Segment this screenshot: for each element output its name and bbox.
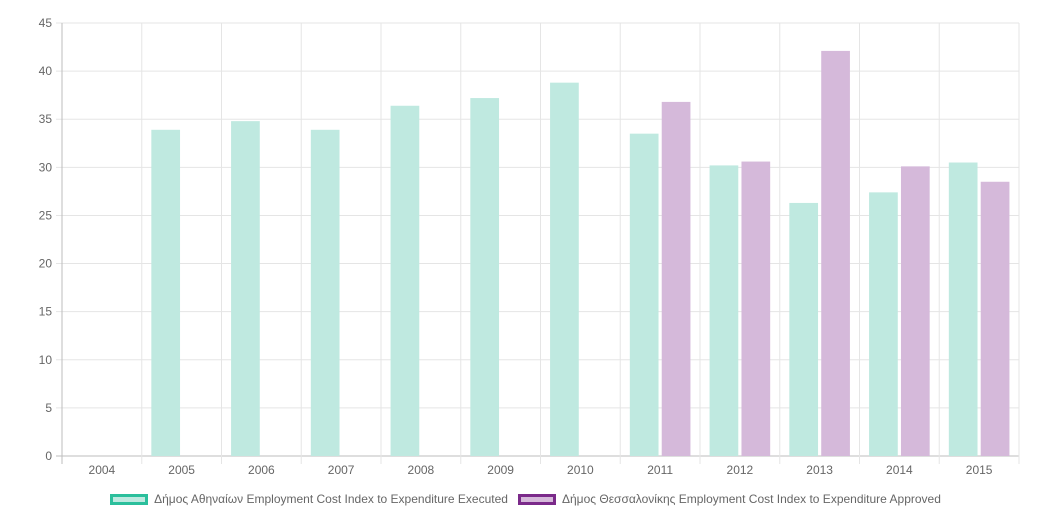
bar-athens[interactable] <box>709 165 739 457</box>
x-tick-label: 2004 <box>89 463 116 477</box>
x-tick-label: 2012 <box>727 463 754 477</box>
grid-lines <box>56 22 1020 464</box>
x-tick-label: 2009 <box>487 463 514 477</box>
bar-athens[interactable] <box>231 121 260 456</box>
y-tick-label: 25 <box>39 208 53 222</box>
bar-thessaloniki[interactable] <box>661 101 691 456</box>
legend-swatch-thessaloniki <box>517 493 556 505</box>
bar-athens[interactable] <box>869 192 898 456</box>
x-tick-label: 2006 <box>248 463 275 477</box>
x-tick-label: 2014 <box>886 463 913 477</box>
x-tick-label: 2007 <box>328 463 355 477</box>
bar-athens[interactable] <box>550 82 579 456</box>
bar-athens[interactable] <box>390 105 420 457</box>
bar-athens[interactable] <box>948 162 978 456</box>
bar-athens[interactable] <box>151 129 181 456</box>
y-tick-label: 20 <box>39 257 53 271</box>
legend-item-athens[interactable]: Δήμος Αθηναίων Employment Cost Index to … <box>110 492 508 506</box>
bar-thessaloniki[interactable] <box>900 166 930 457</box>
x-tick-label: 2015 <box>966 463 993 477</box>
y-tick-label: 30 <box>39 160 53 174</box>
legend: Δήμος Αθηναίων Employment Cost Index to … <box>0 489 1051 509</box>
y-tick-label: 10 <box>39 353 53 367</box>
y-tick-label: 0 <box>45 449 52 463</box>
x-tick-label: 2008 <box>408 463 435 477</box>
x-tick-label: 2013 <box>806 463 833 477</box>
bar-thessaloniki[interactable] <box>980 181 1010 456</box>
x-tick-label: 2011 <box>647 463 673 477</box>
bar-athens[interactable] <box>629 133 659 456</box>
bars <box>151 50 1010 457</box>
y-tick-label: 40 <box>39 64 53 78</box>
y-tick-label: 5 <box>45 401 52 415</box>
x-axis: 2004 2005 2006 2007 2008 2009 2010 2011 2012 2013… <box>89 463 993 477</box>
legend-swatch-athens <box>110 493 149 505</box>
y-tick-label: 15 <box>39 305 53 319</box>
bar-athens[interactable] <box>789 202 819 456</box>
y-axis: 0 5 10 15 20 25 30 35 40 45 <box>39 16 53 463</box>
bar-athens[interactable] <box>470 98 500 456</box>
bar-thessaloniki[interactable] <box>741 161 771 456</box>
legend-item-thessaloniki[interactable]: Δήμος Θεσσαλονίκης Employment Cost Index… <box>517 492 941 506</box>
legend-label-thessaloniki: Δήμος Θεσσαλονίκης Employment Cost Index… <box>561 492 941 506</box>
bar-thessaloniki[interactable] <box>821 50 850 456</box>
x-tick-label: 2010 <box>567 463 594 477</box>
x-tick-label: 2005 <box>168 463 195 477</box>
legend-label-athens: Δήμος Αθηναίων Employment Cost Index to … <box>154 492 508 506</box>
y-tick-label: 35 <box>39 112 53 126</box>
y-tick-label: 45 <box>39 16 53 30</box>
bar-athens[interactable] <box>310 129 340 456</box>
